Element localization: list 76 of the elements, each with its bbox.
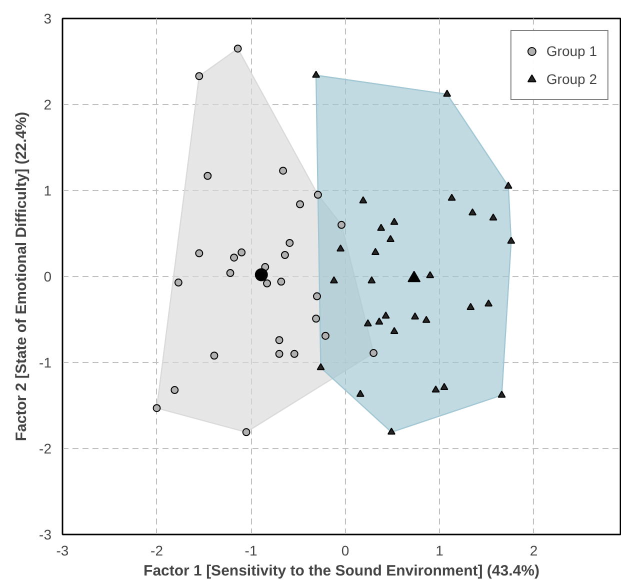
point — [426, 271, 434, 278]
point — [210, 352, 218, 360]
point — [195, 249, 204, 258]
point — [386, 234, 395, 242]
point — [387, 428, 396, 435]
point — [336, 244, 345, 252]
point — [174, 278, 182, 287]
point — [466, 302, 475, 310]
point — [226, 269, 234, 278]
point — [359, 196, 368, 204]
x-tick-label: 2 — [530, 542, 538, 558]
point — [432, 385, 440, 393]
point — [448, 194, 456, 201]
x-tick-label: -1 — [244, 542, 258, 558]
point — [279, 166, 288, 175]
point — [254, 268, 268, 282]
point — [316, 363, 325, 370]
legend-label: Group 1 — [546, 43, 597, 59]
point — [356, 390, 364, 397]
point — [504, 182, 512, 189]
point — [314, 190, 322, 199]
point — [507, 236, 516, 244]
point — [290, 350, 298, 358]
point — [312, 314, 320, 323]
point — [170, 386, 179, 394]
point — [321, 332, 330, 340]
point — [390, 327, 398, 334]
point — [230, 254, 238, 262]
point — [370, 349, 378, 358]
point — [498, 390, 506, 398]
point — [242, 428, 250, 436]
point — [489, 213, 498, 221]
point — [368, 276, 376, 284]
y-tick-label: 2 — [44, 96, 52, 112]
x-tick-label: -2 — [150, 542, 164, 558]
point — [375, 318, 384, 325]
y-tick-label: -1 — [39, 354, 52, 370]
point — [484, 299, 493, 307]
point — [422, 316, 430, 323]
point — [312, 70, 320, 78]
point — [443, 90, 452, 97]
y-tick-label: -2 — [39, 440, 52, 456]
point — [408, 270, 421, 282]
y-tick-label: 0 — [44, 268, 52, 284]
point — [234, 44, 242, 53]
y-tick-label: -3 — [39, 526, 52, 542]
point — [296, 200, 304, 208]
point — [312, 292, 321, 300]
y-tick-label: 1 — [44, 182, 52, 198]
y-axis-title: Factor 2 [State of Emotional Difficulty] (22.4%) — [13, 112, 30, 442]
point — [263, 279, 272, 288]
point — [204, 172, 212, 180]
point — [364, 319, 372, 326]
point — [390, 218, 398, 225]
point — [330, 276, 338, 284]
legend-label: Group 2 — [546, 71, 597, 87]
point — [280, 251, 289, 259]
x-axis-title: Factor 1 [Sensitivity to the Sound Environment] (43.4%) — [144, 562, 540, 580]
point — [277, 278, 286, 286]
point — [440, 382, 448, 390]
point — [275, 336, 284, 344]
point — [468, 208, 477, 216]
x-tick-label: 0 — [341, 542, 350, 558]
point — [238, 248, 246, 256]
y-tick-label: 3 — [44, 10, 52, 26]
point — [286, 238, 294, 247]
point — [195, 72, 204, 80]
point — [382, 312, 390, 319]
x-tick-label: 1 — [436, 542, 444, 558]
point — [275, 350, 284, 358]
point — [411, 312, 420, 320]
point — [338, 220, 346, 229]
point — [377, 224, 386, 231]
point — [371, 248, 380, 255]
x-tick-label: -3 — [56, 542, 69, 558]
point — [152, 404, 161, 412]
